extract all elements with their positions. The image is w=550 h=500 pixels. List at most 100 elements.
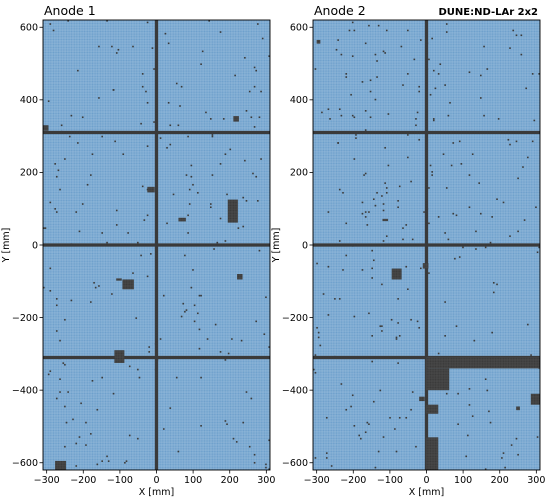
dead-pixel <box>252 172 254 175</box>
dead-pixel <box>492 291 495 294</box>
dead-pixel <box>483 114 485 117</box>
dead-pixel <box>397 362 399 364</box>
y-tick-label: 400 <box>290 95 308 106</box>
dead-pixel <box>468 404 471 406</box>
dead-pixel <box>43 286 45 289</box>
dead-pixel <box>242 225 245 228</box>
dead-pixel <box>397 200 399 202</box>
dead-pixel <box>538 73 540 75</box>
dead-pixel <box>101 460 103 462</box>
dead-pixel <box>253 85 256 88</box>
dead-pixel <box>205 111 207 114</box>
dead-pixel <box>106 241 108 244</box>
dead-pixel <box>398 335 401 337</box>
dead-pixel <box>398 416 401 419</box>
dead-pixel <box>255 69 258 72</box>
dead-pixel <box>338 298 341 300</box>
dead-pixel <box>314 68 317 70</box>
dead-pixel <box>314 371 317 374</box>
x-tick-label: 0 <box>153 475 159 486</box>
dead-pixel <box>59 339 61 342</box>
dead-pixel <box>432 119 435 122</box>
dead-pixel <box>371 360 373 363</box>
dead-pixel <box>224 153 227 155</box>
dead-pixel <box>358 434 361 437</box>
dead-pixel <box>381 283 383 286</box>
dead-pixel <box>525 87 528 90</box>
dead-pixel <box>255 175 258 178</box>
dead-pixel <box>345 73 348 75</box>
dead-pixel <box>437 352 440 355</box>
dead-pixel <box>507 138 510 141</box>
dead-pixel <box>368 312 370 315</box>
dead-pixel <box>385 235 388 237</box>
dead-pixel <box>137 437 139 440</box>
dead-pixel <box>70 114 73 117</box>
dead-pixel <box>410 318 412 321</box>
dead-pixel <box>368 24 370 27</box>
dead-pixel <box>415 124 417 127</box>
dead-pixel <box>471 415 474 417</box>
dead-pixel <box>345 254 348 257</box>
dead-pixel <box>431 171 433 173</box>
dead-pixel <box>258 116 261 119</box>
dead-pixel <box>240 339 243 342</box>
x-tick-label: −100 <box>377 475 403 486</box>
panel-title: Anode 1 <box>44 3 96 18</box>
dead-pixel <box>338 188 341 191</box>
plot-area <box>313 20 540 470</box>
dead-pixel <box>411 238 414 241</box>
dead-pixel <box>364 129 367 131</box>
panel-anode-1: −300 −200 −100 0 100 200 300 −600 −400 −200 0 200 40… <box>1 3 275 498</box>
dead-pixel <box>512 29 515 32</box>
dead-pixel <box>115 52 118 54</box>
dead-pixel <box>342 269 344 271</box>
dead-pixel <box>381 330 383 332</box>
dead-pixel <box>468 71 471 74</box>
dead-region <box>114 350 125 363</box>
dead-pixel <box>260 158 262 160</box>
dead-pixel <box>216 241 219 244</box>
dead-pixel <box>67 391 69 393</box>
dead-pixel <box>325 416 328 419</box>
dead-pixel <box>530 354 532 356</box>
dead-region-texture <box>55 460 67 470</box>
dead-pixel <box>146 214 149 217</box>
dead-pixel <box>184 254 186 257</box>
x-axis-label: X [mm] <box>409 487 444 498</box>
dead-pixel <box>232 437 235 440</box>
dead-pixel <box>49 370 52 372</box>
dead-pixel <box>429 164 432 167</box>
dead-pixel <box>330 465 333 467</box>
dead-pixel <box>210 203 212 205</box>
dead-pixel <box>325 457 328 459</box>
dead-pixel <box>224 420 227 422</box>
dead-pixel <box>237 227 240 229</box>
dead-pixel <box>227 352 230 355</box>
dead-pixel <box>407 288 409 290</box>
dead-pixel <box>471 153 474 155</box>
dead-pixel <box>361 269 364 271</box>
x-tick-label: 300 <box>257 475 275 486</box>
dead-pixel <box>372 400 375 403</box>
dead-pixel <box>368 423 370 425</box>
dead-pixel <box>257 23 259 25</box>
dead-pixel <box>402 238 404 241</box>
panel-title: Anode 2 <box>314 3 366 18</box>
dead-pixel <box>101 376 103 379</box>
dead-pixel <box>112 89 115 91</box>
dead-pixel <box>47 373 50 376</box>
dead-pixel <box>188 203 191 205</box>
dead-pixel <box>146 21 149 24</box>
x-tick-label: −200 <box>340 475 366 486</box>
y-tick-label: 0 <box>32 240 38 251</box>
dead-pixel <box>382 209 385 212</box>
dead-pixel <box>460 163 463 165</box>
dead-region <box>116 278 122 281</box>
dead-pixel <box>169 143 172 146</box>
dead-pixel <box>190 175 193 178</box>
dead-region-texture <box>316 39 321 44</box>
dead-pixel <box>345 222 348 225</box>
dead-pixel <box>327 314 330 316</box>
y-tick-label: −400 <box>12 385 38 396</box>
